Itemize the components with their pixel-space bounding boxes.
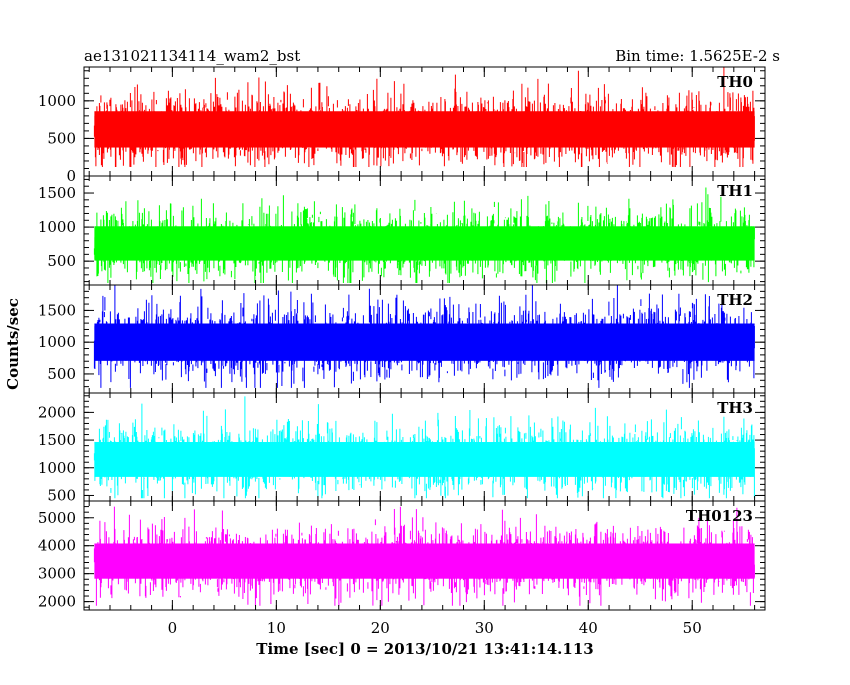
- y-tick-label: 1500: [38, 301, 76, 319]
- y-tick-label: 5000: [38, 509, 76, 527]
- panel-frame: [83, 500, 766, 611]
- y-tick-label: 0: [66, 167, 76, 185]
- y-tick-label: 1000: [38, 92, 76, 110]
- panel-label: TH3: [717, 399, 753, 417]
- y-tick-label: 2000: [38, 593, 76, 611]
- y-tick-label: 1500: [38, 431, 76, 449]
- series-line-th2: [93, 285, 755, 388]
- x-tick-label: 40: [579, 619, 598, 637]
- y-tick-label: 500: [47, 129, 76, 147]
- y-tick-label: 1000: [38, 218, 76, 236]
- chart-subtitle: Bin time: 1.5625E-2 s: [615, 47, 780, 65]
- series-line-th3: [93, 396, 755, 499]
- panel-th1: 500 1000 1500 TH1: [38, 175, 766, 286]
- panel-th3: 500 1000 1500 2000 TH3: [38, 392, 766, 504]
- series-line-th0: [93, 67, 755, 167]
- panel-label: TH2: [717, 291, 753, 309]
- panel-th0123: 2000 3000 4000 5000 TH0123: [38, 500, 766, 611]
- y-tick-label: 2000: [38, 403, 76, 421]
- y-tick-label: 1500: [38, 184, 76, 202]
- y-tick-label: 4000: [38, 537, 76, 555]
- series-line-th1: [93, 187, 755, 283]
- x-tick-label: 50: [683, 619, 702, 637]
- y-tick-label: 500: [47, 486, 76, 504]
- panel-th0: 0 500 1000 TH0: [38, 66, 766, 185]
- y-tick-label: 1000: [38, 459, 76, 477]
- chart-title: ae131021134114_wam2_bst: [84, 47, 300, 65]
- x-tick-label: 10: [267, 619, 286, 637]
- x-tick-label: 20: [371, 619, 390, 637]
- y-tick-label: 3000: [38, 565, 76, 583]
- series-line-th0123: [93, 506, 755, 606]
- x-tick-label: 30: [475, 619, 494, 637]
- y-axis-label: Counts/sec: [4, 298, 22, 390]
- y-tick-label: 500: [47, 365, 76, 383]
- panel-label: TH0: [717, 73, 753, 91]
- panel-label: TH1: [717, 182, 753, 200]
- y-tick-label: 500: [47, 252, 76, 270]
- panel-th2: 500 1000 1500 TH2: [38, 284, 766, 394]
- x-axis-label: Time [sec] 0 = 2013/10/21 13:41:14.113: [256, 640, 593, 658]
- x-tick-label: 0: [168, 619, 178, 637]
- y-tick-label: 1000: [38, 333, 76, 351]
- panel-label: TH0123: [686, 507, 753, 525]
